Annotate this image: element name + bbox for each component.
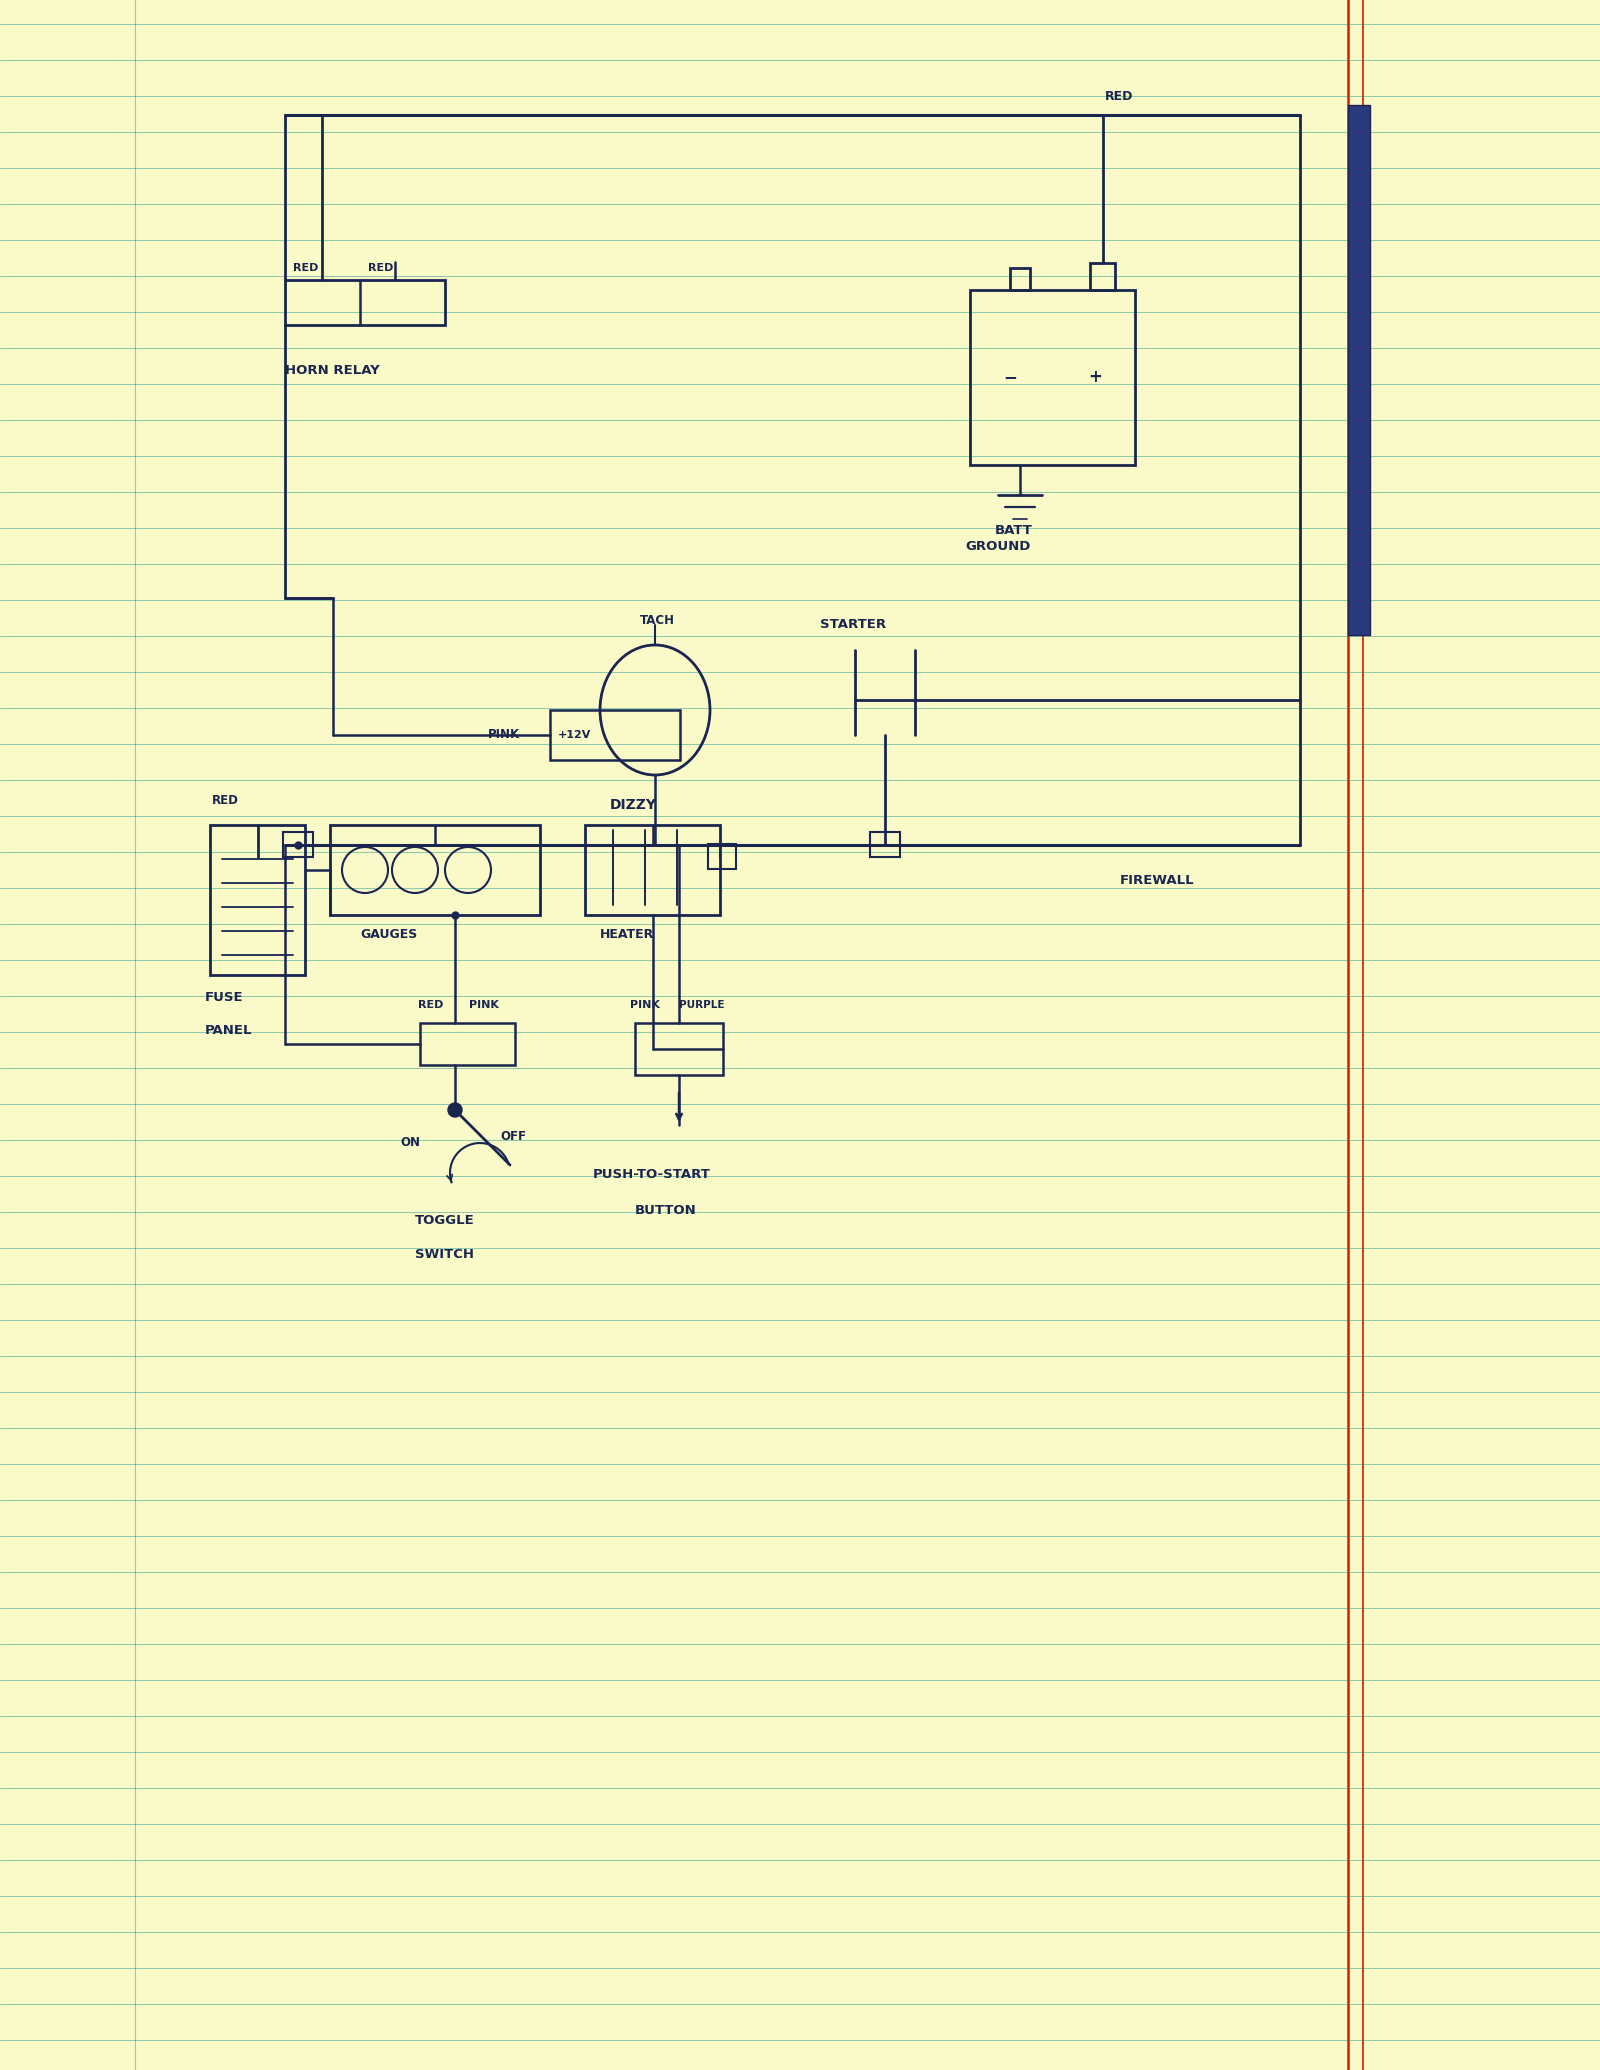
Text: FUSE: FUSE — [205, 992, 243, 1004]
Text: HEATER: HEATER — [600, 929, 654, 942]
Text: SWITCH: SWITCH — [414, 1248, 474, 1261]
Text: +12V: +12V — [558, 731, 592, 739]
Text: DIZZY: DIZZY — [610, 799, 658, 811]
Text: RED: RED — [1106, 91, 1133, 104]
Bar — [586, 826, 720, 915]
Text: PANEL: PANEL — [205, 1023, 253, 1037]
Bar — [707, 845, 736, 869]
Text: RED: RED — [418, 1000, 443, 1010]
Text: −: − — [1003, 368, 1018, 387]
Bar — [210, 826, 306, 975]
Text: GAUGES: GAUGES — [360, 929, 418, 942]
Bar — [1347, 106, 1370, 635]
Bar — [330, 826, 541, 915]
Bar — [970, 290, 1134, 466]
Text: BUTTON: BUTTON — [635, 1203, 696, 1217]
Text: PURPLE: PURPLE — [678, 1000, 725, 1010]
Text: TACH: TACH — [640, 613, 675, 627]
Bar — [419, 1023, 515, 1064]
Bar — [285, 279, 445, 325]
Text: HORN RELAY: HORN RELAY — [285, 364, 379, 377]
Text: FIREWALL: FIREWALL — [1120, 874, 1195, 886]
Bar — [283, 832, 314, 857]
Text: RED: RED — [211, 793, 238, 807]
Text: +: + — [1088, 368, 1102, 387]
Text: TOGGLE: TOGGLE — [414, 1213, 475, 1228]
Bar — [1090, 263, 1115, 290]
Text: PUSH-TO-START: PUSH-TO-START — [594, 1167, 710, 1182]
Bar — [550, 710, 680, 760]
Text: PINK: PINK — [630, 1000, 659, 1010]
Text: OFF: OFF — [499, 1130, 526, 1143]
Text: PINK: PINK — [469, 1000, 499, 1010]
Bar — [635, 1023, 723, 1074]
Bar — [870, 832, 901, 857]
Text: ON: ON — [400, 1136, 419, 1149]
Text: PINK: PINK — [488, 729, 520, 741]
Bar — [1010, 267, 1030, 290]
Text: GROUND: GROUND — [965, 540, 1030, 553]
Text: RED: RED — [368, 263, 394, 273]
Text: BATT: BATT — [995, 524, 1034, 536]
Text: RED: RED — [293, 263, 318, 273]
Circle shape — [448, 1103, 462, 1118]
Text: STARTER: STARTER — [821, 619, 886, 631]
